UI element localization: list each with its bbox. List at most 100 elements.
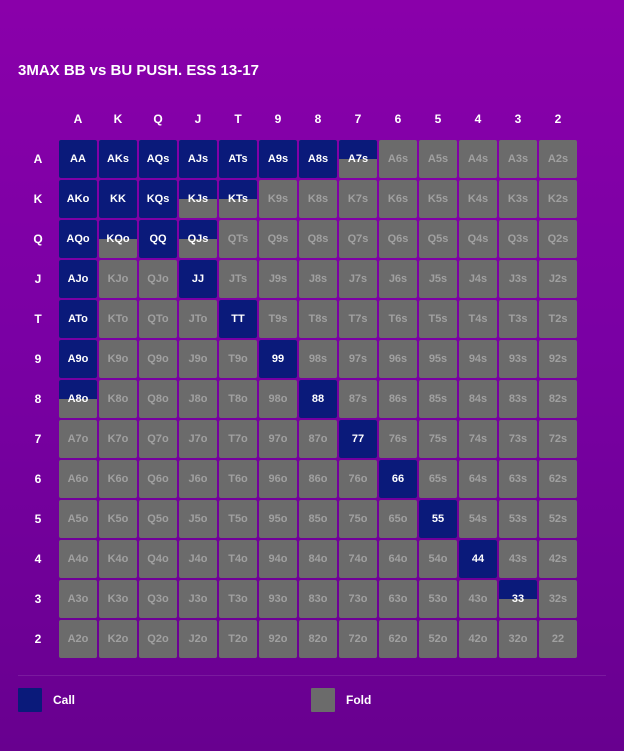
hand-cell[interactable]: K8s <box>299 180 337 218</box>
hand-cell[interactable]: JTs <box>219 260 257 298</box>
hand-cell[interactable]: 85o <box>299 500 337 538</box>
hand-cell[interactable]: KJo <box>99 260 137 298</box>
hand-cell[interactable]: J3o <box>179 580 217 618</box>
hand-cell[interactable]: 95o <box>259 500 297 538</box>
hand-cell[interactable]: K4o <box>99 540 137 578</box>
hand-cell[interactable]: 63o <box>379 580 417 618</box>
hand-cell[interactable]: J2o <box>179 620 217 658</box>
hand-cell[interactable]: A7s <box>339 140 377 178</box>
hand-cell[interactable]: 83o <box>299 580 337 618</box>
hand-cell[interactable]: 74s <box>459 420 497 458</box>
hand-cell[interactable]: A2s <box>539 140 577 178</box>
hand-cell[interactable]: K9o <box>99 340 137 378</box>
hand-cell[interactable]: A6s <box>379 140 417 178</box>
hand-cell[interactable]: 54s <box>459 500 497 538</box>
hand-cell[interactable]: K7o <box>99 420 137 458</box>
hand-cell[interactable]: T4o <box>219 540 257 578</box>
hand-cell[interactable]: 66 <box>379 460 417 498</box>
hand-cell[interactable]: AQo <box>59 220 97 258</box>
hand-cell[interactable]: AKs <box>99 140 137 178</box>
hand-cell[interactable]: T3o <box>219 580 257 618</box>
hand-cell[interactable]: 92s <box>539 340 577 378</box>
hand-cell[interactable]: K5o <box>99 500 137 538</box>
hand-cell[interactable]: Q7s <box>339 220 377 258</box>
hand-cell[interactable]: Q9s <box>259 220 297 258</box>
hand-cell[interactable]: T7s <box>339 300 377 338</box>
hand-cell[interactable]: A5o <box>59 500 97 538</box>
hand-cell[interactable]: J6s <box>379 260 417 298</box>
hand-cell[interactable]: Q8s <box>299 220 337 258</box>
hand-cell[interactable]: Q9o <box>139 340 177 378</box>
hand-cell[interactable]: J8s <box>299 260 337 298</box>
hand-cell[interactable]: 44 <box>459 540 497 578</box>
hand-cell[interactable]: 97s <box>339 340 377 378</box>
hand-cell[interactable]: 64s <box>459 460 497 498</box>
hand-cell[interactable]: Q2o <box>139 620 177 658</box>
hand-cell[interactable]: T2o <box>219 620 257 658</box>
hand-cell[interactable]: 98s <box>299 340 337 378</box>
hand-cell[interactable]: 62s <box>539 460 577 498</box>
hand-cell[interactable]: A8s <box>299 140 337 178</box>
hand-cell[interactable]: 74o <box>339 540 377 578</box>
hand-cell[interactable]: 65s <box>419 460 457 498</box>
hand-cell[interactable]: T6s <box>379 300 417 338</box>
hand-cell[interactable]: 72o <box>339 620 377 658</box>
hand-cell[interactable]: 83s <box>499 380 537 418</box>
hand-cell[interactable]: K5s <box>419 180 457 218</box>
hand-cell[interactable]: 94o <box>259 540 297 578</box>
hand-cell[interactable]: K7s <box>339 180 377 218</box>
hand-cell[interactable]: Q5o <box>139 500 177 538</box>
hand-cell[interactable]: J8o <box>179 380 217 418</box>
hand-cell[interactable]: A7o <box>59 420 97 458</box>
hand-cell[interactable]: 75o <box>339 500 377 538</box>
hand-cell[interactable]: K8o <box>99 380 137 418</box>
hand-cell[interactable]: 82s <box>539 380 577 418</box>
hand-cell[interactable]: KQo <box>99 220 137 258</box>
hand-cell[interactable]: QTs <box>219 220 257 258</box>
hand-cell[interactable]: 96s <box>379 340 417 378</box>
hand-cell[interactable]: 32o <box>499 620 537 658</box>
hand-cell[interactable]: 62o <box>379 620 417 658</box>
hand-cell[interactable]: T5o <box>219 500 257 538</box>
hand-cell[interactable]: AA <box>59 140 97 178</box>
hand-cell[interactable]: A4s <box>459 140 497 178</box>
hand-cell[interactable]: T5s <box>419 300 457 338</box>
hand-cell[interactable]: 84s <box>459 380 497 418</box>
hand-cell[interactable]: 86s <box>379 380 417 418</box>
hand-cell[interactable]: 43o <box>459 580 497 618</box>
hand-cell[interactable]: 54o <box>419 540 457 578</box>
hand-cell[interactable]: J9s <box>259 260 297 298</box>
hand-cell[interactable]: 76o <box>339 460 377 498</box>
hand-cell[interactable]: KJs <box>179 180 217 218</box>
hand-cell[interactable]: Q3o <box>139 580 177 618</box>
hand-cell[interactable]: 64o <box>379 540 417 578</box>
hand-cell[interactable]: A5s <box>419 140 457 178</box>
hand-cell[interactable]: 98o <box>259 380 297 418</box>
hand-cell[interactable]: 22 <box>539 620 577 658</box>
hand-cell[interactable]: AJo <box>59 260 97 298</box>
hand-cell[interactable]: T4s <box>459 300 497 338</box>
hand-cell[interactable]: 97o <box>259 420 297 458</box>
hand-cell[interactable]: K4s <box>459 180 497 218</box>
hand-cell[interactable]: 43s <box>499 540 537 578</box>
hand-cell[interactable]: J6o <box>179 460 217 498</box>
hand-cell[interactable]: 99 <box>259 340 297 378</box>
hand-cell[interactable]: 72s <box>539 420 577 458</box>
hand-cell[interactable]: K2o <box>99 620 137 658</box>
hand-cell[interactable]: 32s <box>539 580 577 618</box>
hand-cell[interactable]: ATs <box>219 140 257 178</box>
hand-cell[interactable]: J9o <box>179 340 217 378</box>
hand-cell[interactable]: 53s <box>499 500 537 538</box>
hand-cell[interactable]: 82o <box>299 620 337 658</box>
hand-cell[interactable]: Q6s <box>379 220 417 258</box>
hand-cell[interactable]: 42o <box>459 620 497 658</box>
hand-cell[interactable]: A3s <box>499 140 537 178</box>
hand-cell[interactable]: J4s <box>459 260 497 298</box>
hand-cell[interactable]: A6o <box>59 460 97 498</box>
hand-cell[interactable]: T8s <box>299 300 337 338</box>
hand-cell[interactable]: QQ <box>139 220 177 258</box>
hand-cell[interactable]: AQs <box>139 140 177 178</box>
hand-cell[interactable]: K3o <box>99 580 137 618</box>
hand-cell[interactable]: A9o <box>59 340 97 378</box>
hand-cell[interactable]: Q3s <box>499 220 537 258</box>
